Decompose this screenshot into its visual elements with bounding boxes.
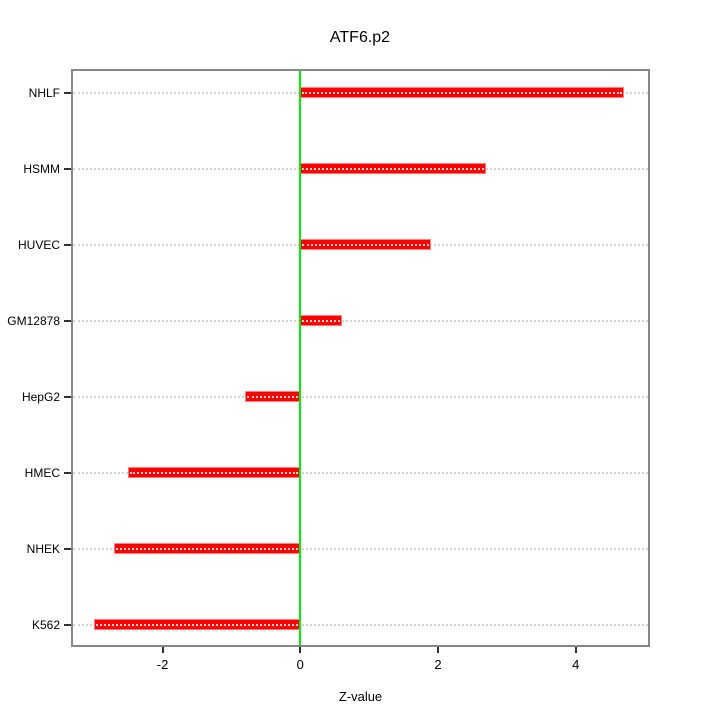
chart-title: ATF6.p2 [329, 29, 391, 46]
bar-hmec [128, 467, 301, 478]
y-tick-label: GM12878 [7, 314, 60, 328]
y-tick-label: HUVEC [17, 238, 60, 252]
x-tick [299, 647, 302, 653]
bar-k562 [93, 619, 301, 630]
x-tick [436, 647, 439, 653]
y-tick [64, 244, 71, 246]
y-tick-label: NHLF [28, 86, 60, 100]
bar-hepg2 [245, 391, 301, 402]
bar-nhek [114, 543, 301, 554]
bar-gm12878 [300, 315, 342, 326]
y-tick [64, 548, 71, 550]
y-tick [64, 320, 71, 322]
bar-hsmm [300, 163, 487, 174]
y-tick-label: HepG2 [21, 390, 60, 404]
y-tick [64, 624, 71, 626]
y-tick-label: NHEK [26, 542, 60, 556]
y-tick [64, 92, 71, 94]
x-tick-label: -2 [156, 657, 169, 672]
plot-area [71, 69, 650, 647]
x-tick-label: 2 [434, 657, 442, 672]
x-tick [161, 647, 164, 653]
x-axis-title: Z-value [338, 689, 383, 704]
y-tick-label: HMEC [24, 466, 60, 480]
y-tick [64, 168, 71, 170]
y-tick-label: K562 [31, 618, 60, 632]
y-tick-label: HSMM [23, 162, 60, 176]
x-tick-label: 4 [572, 657, 580, 672]
y-tick [64, 396, 71, 398]
grid-line [73, 624, 648, 626]
zero-reference-line [299, 71, 302, 645]
grid-line [73, 472, 648, 474]
y-tick [64, 472, 71, 474]
grid-line [73, 320, 648, 322]
x-tick-label: 0 [296, 657, 304, 672]
grid-line [73, 396, 648, 398]
x-tick [574, 647, 577, 653]
grid-line [73, 548, 648, 550]
bar-huvec [300, 239, 432, 250]
bar-nhlf [300, 87, 624, 98]
